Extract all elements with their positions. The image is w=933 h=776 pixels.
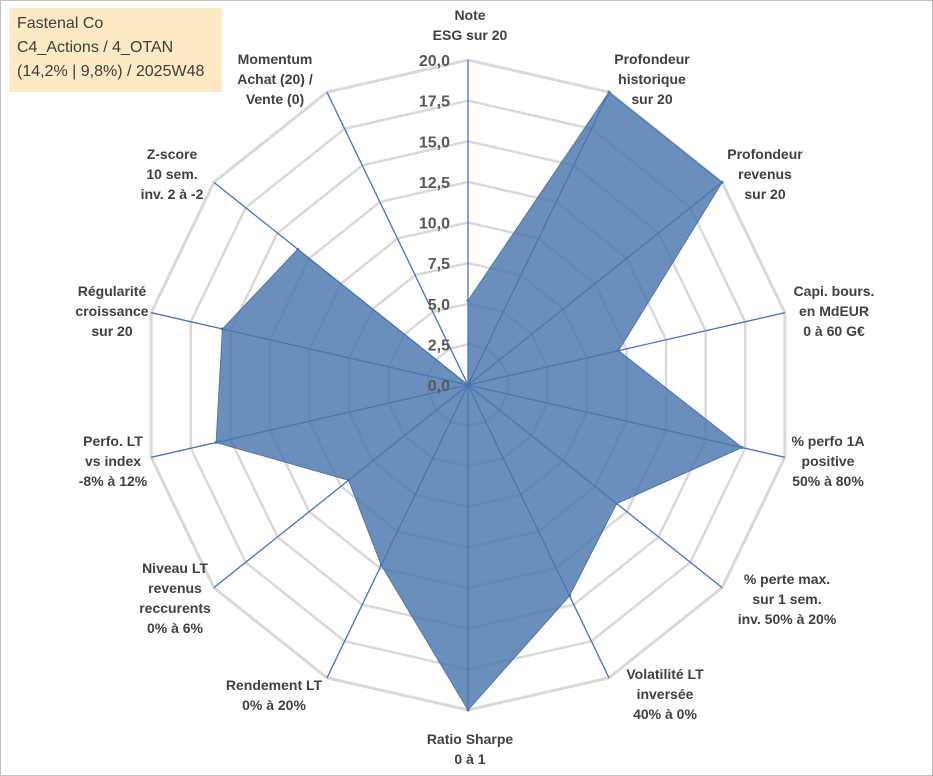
axis-label-line: sur 20 [91, 323, 132, 339]
axis-label-line: positive [802, 453, 855, 469]
axis-label-line: inv. 2 à -2 [141, 186, 204, 202]
axis-label-line: inversée [637, 686, 694, 702]
axis-label: Volatilité LT inversée 40% à 0% [626, 666, 704, 722]
axis-label-line: Perfo. LT [83, 433, 143, 449]
axis-label-line: vs index [85, 453, 141, 469]
data-point [720, 180, 724, 184]
tick-label: 2,5 [428, 337, 450, 354]
tick-label: 20,0 [419, 53, 450, 70]
axis-label: Niveau LT revenus reccurents 0% à 6% [139, 560, 211, 636]
axis-label-line: inv. 50% à 20% [738, 611, 837, 627]
axis-label-line: sur 20 [631, 91, 672, 107]
axis-label-line: % perte max. [744, 571, 830, 587]
data-point [568, 594, 572, 598]
axis-label: Perfo. LT vs index -8% à 12% [79, 433, 148, 489]
axis-label-line: sur 1 sem. [752, 591, 821, 607]
data-point [466, 299, 470, 302]
axis-label: Momentum Achat (20) / Vente (0) [237, 51, 313, 107]
axis-spoke [326, 91, 469, 386]
data-point [379, 563, 383, 567]
axis-label: Rendement LT 0% à 20% [226, 677, 323, 713]
data-point [740, 446, 744, 450]
axis-label-line: croissance [75, 303, 148, 319]
axis-label-line: Volatilité LT [626, 666, 704, 682]
axis-label-line: reccurents [139, 600, 211, 616]
data-point [347, 478, 351, 482]
axis-label-line: en MdEUR [799, 303, 869, 319]
axis-label-line: Rendement LT [226, 677, 323, 693]
company-name: Fastenal Co [17, 15, 104, 32]
axis-label: Capi. bours. en MdEUR 0 à 60 G€ [794, 283, 875, 339]
axis-label-line: 50% à 80% [792, 473, 864, 489]
tick-label: 10,0 [419, 216, 450, 233]
axis-label-line: Capi. bours. [794, 283, 875, 299]
axis-label-line: Niveau LT [142, 560, 208, 576]
axis-label: % perfo 1A positive 50% à 80% [791, 433, 864, 489]
axis-label-line: 40% à 0% [633, 706, 697, 722]
data-point [220, 327, 224, 331]
data-point [466, 708, 470, 712]
axis-label: Z-score 10 sem. inv. 2 à -2 [141, 146, 204, 202]
data-point [617, 349, 621, 353]
data-point [214, 440, 218, 444]
axis-label-line: revenus [738, 166, 792, 182]
tick-label: 7,5 [428, 256, 450, 273]
data-point [296, 247, 300, 251]
axis-label-line: sur 20 [744, 186, 785, 202]
tick-label: 5,0 [428, 297, 450, 314]
tick-label: 12,5 [419, 175, 450, 192]
data-point [466, 383, 470, 387]
tick-label: 15,0 [419, 134, 450, 151]
radar-axis-labels: Note ESG sur 20 Profondeur historique sur 20… [75, 7, 874, 767]
axis-label-line: ESG sur 20 [433, 27, 508, 43]
axis-label-line: 10 sem. [146, 166, 197, 182]
axis-label-line: 0% à 6% [147, 620, 204, 636]
performance-stats: (14,2% | 9,8%) / 2025W48 [17, 63, 205, 80]
info-box: Fastenal Co C4_Actions / 4_OTAN (14,2% |… [9, 8, 222, 92]
axis-label-line: historique [618, 71, 686, 87]
axis-label: Note ESG sur 20 [433, 7, 508, 43]
axis-label-line: Profondeur [614, 51, 690, 67]
axis-label: Ratio Sharpe 0 à 1 [427, 731, 514, 767]
axis-label-line: 0 à 60 G€ [803, 323, 865, 339]
tick-label: 0,0 [428, 378, 450, 395]
portfolio-category: C4_Actions / 4_OTAN [17, 39, 174, 56]
axis-label-line: Z-score [147, 146, 198, 162]
radar-series [214, 90, 744, 712]
data-point [615, 502, 619, 506]
axis-label: Régularité croissance sur 20 [75, 283, 148, 339]
tick-label: 17,5 [419, 94, 450, 111]
radar-tick-labels: 0,0 2,5 5,0 7,5 10,0 12,5 15,0 17,5 20,0 [419, 53, 450, 395]
axis-label-line: Ratio Sharpe [427, 731, 514, 747]
axis-label-line: 0 à 1 [454, 751, 485, 767]
axis-label-line: revenus [148, 580, 202, 596]
axis-label: % perte max. sur 1 sem. inv. 50% à 20% [738, 571, 837, 627]
axis-label-line: Note [454, 7, 485, 23]
axis-label-line: 0% à 20% [242, 697, 306, 713]
axis-label-line: Régularité [78, 283, 147, 299]
axis-label-line: -8% à 12% [79, 473, 148, 489]
axis-label-line: Momentum [238, 51, 313, 67]
axis-label-line: Profondeur [727, 146, 803, 162]
axis-label-line: % perfo 1A [791, 433, 864, 449]
axis-label: Profondeur revenus sur 20 [727, 146, 803, 202]
axis-label: Profondeur historique sur 20 [614, 51, 690, 107]
data-point [607, 90, 611, 94]
axis-label-line: Achat (20) / [237, 71, 313, 87]
axis-label-line: Vente (0) [246, 91, 304, 107]
